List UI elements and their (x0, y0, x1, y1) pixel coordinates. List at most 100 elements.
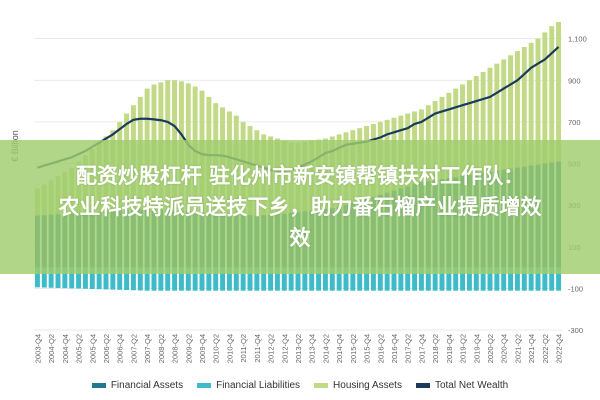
financial-liabilities-bar (350, 267, 356, 291)
x-tick-label: 2005-Q4 (88, 334, 97, 363)
financial-liabilities-bar (370, 267, 376, 291)
financial-liabilities-bar (446, 267, 452, 291)
financial-liabilities-bar (535, 267, 541, 291)
x-axis-ticks: 2003-Q4 2004-Q2 2004-Q4 2005-Q2 2005-Q4 2006-… (33, 334, 563, 363)
financial-liabilities-bar (178, 267, 184, 291)
financial-liabilities-bar (144, 267, 150, 291)
financial-liabilities-bar (192, 267, 198, 291)
financial-liabilities-bar (261, 267, 267, 291)
x-tick-label: 2004-Q2 (47, 334, 56, 363)
x-tick-label: 2019-Q2 (459, 334, 468, 363)
financial-liabilities-bar (377, 267, 383, 291)
x-tick-label: 2012-Q2 (267, 334, 276, 363)
financial-liabilities-bar (254, 267, 260, 291)
financial-liabilities-bar (165, 267, 171, 291)
financial-liabilities-bar (137, 267, 143, 291)
financial-liabilities-bar (549, 267, 555, 291)
financial-liabilities-bar (117, 267, 123, 290)
financial-liabilities-bar (89, 267, 95, 290)
x-tick-label: 2015-Q4 (363, 334, 372, 363)
x-tick-label: 2004-Q4 (61, 334, 70, 363)
financial-liabilities-bar (288, 267, 294, 291)
financial-liabilities-bar (55, 267, 61, 288)
financial-liabilities-bar (343, 267, 349, 291)
financial-liabilities-bar (364, 267, 370, 291)
financial-liabilities-bar (473, 267, 479, 291)
financial-liabilities-bar (391, 267, 397, 291)
banner-line-1: 配资炒股杠杆 驻化州市新安镇帮镇扶村工作队： (75, 163, 525, 188)
legend-label: Financial Assets (110, 379, 184, 391)
financial-liabilities-bar (226, 267, 232, 291)
financial-liabilities-bar (384, 267, 390, 291)
financial-liabilities-bar (158, 267, 164, 291)
financial-liabilities-bar (41, 267, 47, 288)
financial-liabilities-bar (240, 267, 246, 291)
x-tick-label: 2020-Q2 (486, 334, 495, 363)
financial-liabilities-bar (199, 267, 205, 291)
x-tick-label: 2011-Q2 (239, 334, 248, 363)
financial-liabilities-bar (466, 267, 472, 291)
x-tick-label: 2022-Q2 (541, 334, 550, 363)
financial-liabilities-bar (48, 267, 54, 288)
x-tick-label: 2014-Q2 (321, 334, 330, 363)
x-tick-label: 2011-Q4 (253, 334, 262, 363)
financial-liabilities-bar (309, 267, 315, 291)
financial-liabilities-bar (130, 267, 136, 291)
financial-liabilities-bar (213, 267, 219, 291)
financial-liabilities-bar (247, 267, 253, 291)
x-tick-label: 2013-Q4 (308, 334, 317, 363)
x-tick-label: 2008-Q2 (157, 334, 166, 363)
financial-liabilities-bar (508, 267, 514, 291)
banner-line-3: 效 (289, 225, 311, 250)
x-tick-label: 2005-Q2 (75, 334, 84, 363)
financial-liabilities-bar (268, 267, 274, 291)
financial-liabilities-bar (103, 267, 109, 290)
x-tick-label: 2006-Q4 (116, 334, 125, 363)
financial-liabilities-bar (151, 267, 157, 291)
chart-legend: Financial Assets Financial Liabilities H… (0, 376, 600, 394)
x-tick-label: 2019-Q4 (472, 334, 481, 363)
x-tick-label: 2016-Q2 (376, 334, 385, 363)
financial-liabilities-bar (82, 267, 88, 289)
financial-liabilities-bar (322, 267, 328, 291)
x-tick-label: 2016-Q4 (390, 334, 399, 363)
financial-liabilities-bar (514, 267, 520, 291)
x-tick-label: 2014-Q4 (335, 334, 344, 363)
financial-liabilities-bar (336, 267, 342, 291)
financial-liabilities-bar (96, 267, 102, 290)
financial-liabilities-bar (220, 267, 226, 291)
financial-liabilities-bar (412, 267, 418, 291)
y-tick-label: 900 (568, 76, 581, 85)
x-tick-label: 2010-Q4 (225, 334, 234, 363)
legend-item-financial-liabilities: Financial Liabilities (197, 380, 300, 391)
financial-liabilities-bar (206, 267, 212, 291)
legend-label: Total Net Wealth (434, 379, 509, 391)
x-tick-label: 2007-Q4 (143, 334, 152, 363)
financial-liabilities-bar (418, 267, 424, 291)
legend-swatch (314, 382, 329, 388)
legend-item-housing-assets: Housing Assets (314, 380, 402, 391)
legend-swatch (415, 382, 430, 388)
legend-item-financial-assets: Financial Assets (91, 379, 184, 391)
financial-liabilities-bar (480, 267, 486, 291)
financial-liabilities-bar (460, 267, 466, 291)
x-tick-label: 2018-Q4 (445, 334, 454, 363)
legend-swatch (197, 382, 212, 388)
financial-liabilities-bar (398, 267, 404, 291)
financial-liabilities-bar (281, 267, 287, 291)
financial-liabilities-bar (425, 267, 431, 291)
x-tick-label: 2008-Q4 (171, 334, 180, 363)
financial-liabilities-bar (487, 267, 493, 291)
x-tick-label: 2017-Q4 (417, 334, 426, 363)
legend-item-total-net-wealth: Total Net Wealth (415, 379, 509, 391)
x-tick-label: 2017-Q2 (404, 334, 413, 363)
x-tick-label: 2013-Q2 (294, 334, 303, 363)
y-tick-label: 1,100 (568, 35, 587, 44)
financial-liabilities-bar (110, 267, 116, 290)
banner-line-2: 农业科技特派员送技下乡，助力番石榴产业提质增效 (58, 194, 542, 219)
x-tick-label: 2010-Q2 (212, 334, 221, 363)
financial-liabilities-bar (556, 267, 562, 291)
financial-liabilities-bar (329, 267, 335, 291)
financial-liabilities-bar (302, 267, 308, 291)
financial-liabilities-bar (172, 267, 178, 291)
